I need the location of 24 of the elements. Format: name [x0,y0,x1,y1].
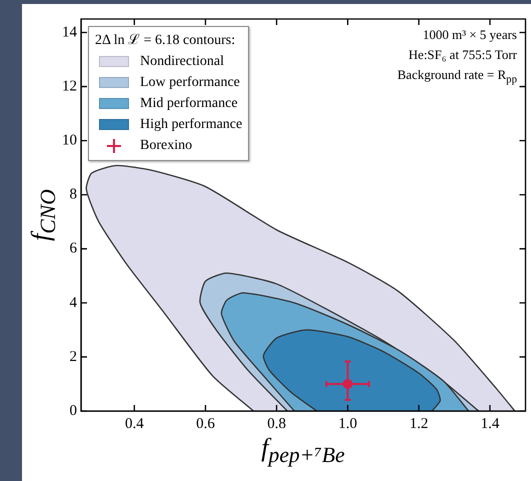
legend-label: Borexino [140,137,192,155]
x-tick-label: 1.4 [480,416,500,432]
y-tick-label: 10 [62,132,77,149]
x-tick-label: 1.2 [409,416,428,432]
y-tick-label: 4 [70,294,78,311]
y-tick-label: 2 [70,348,77,365]
legend-label: Low performance [140,74,240,92]
x-axis-title: f$_{pep+⁷Be}$ [261,433,345,468]
x-tick-label: 0.4 [124,416,144,432]
annotation: Background rate = R$_{pp}$ [397,66,517,88]
x-tick-label: 0.6 [196,416,216,432]
y-tick-label: 0 [70,402,77,419]
legend-label: Mid performance [140,95,238,113]
x-tick-label: 0.8 [267,416,286,432]
y-tick-label: 6 [70,240,78,257]
legend-label: High performance [140,116,242,134]
y-tick-label: 14 [62,24,78,40]
legend-label: Nondirectional [140,53,224,71]
x-tick-label: 1.0 [338,416,358,432]
annotation: 1000 m³ × 5 years [422,26,517,44]
annotation: He:SF₆ at 755:5 Torr [408,46,517,64]
y-tick-label: 8 [70,186,77,203]
legend-title: 2Δ ln ℒ = 6.18 contours: [95,32,236,50]
y-tick-label: 12 [62,78,77,95]
